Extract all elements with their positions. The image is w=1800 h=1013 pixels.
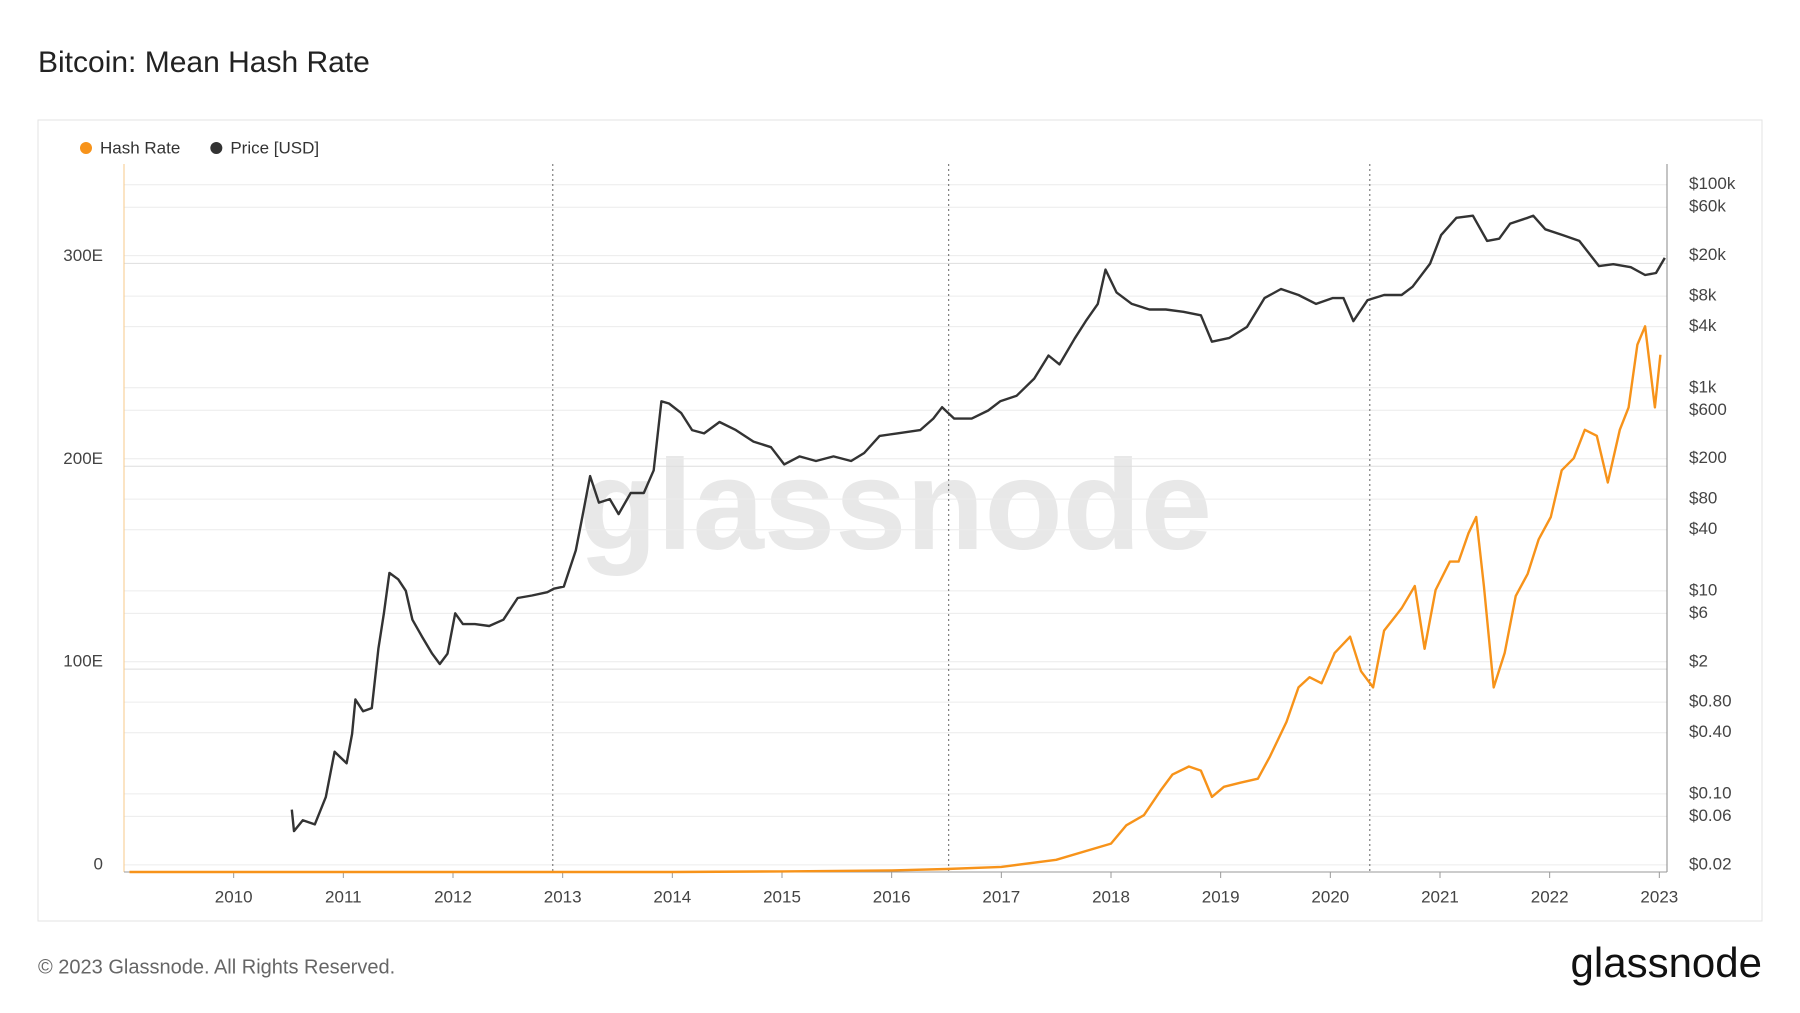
plot: glassnode $100k $60k $20k $8k $4k $1k $600 $200 $… <box>63 138 1736 906</box>
x-tick-label: 2023 <box>1640 887 1678 906</box>
copyright: © 2023 Glassnode. All Rights Reserved. <box>38 956 395 978</box>
x-tick-label: 2011 <box>325 887 362 906</box>
x-tick-label: 2013 <box>544 887 582 906</box>
y2-tick-label: $0.02 <box>1689 854 1732 873</box>
x-tick-label: 2020 <box>1311 887 1349 906</box>
y2-tick-label: $0.80 <box>1689 692 1732 711</box>
y2-tick-label: $2 <box>1689 651 1708 670</box>
watermark: glassnode <box>579 434 1212 577</box>
chart-frame <box>37 119 1763 922</box>
x-tick-label: 2012 <box>434 887 472 906</box>
legend-label: Price [USD] <box>230 138 319 157</box>
series-line <box>129 325 1662 874</box>
x-tick-label: 2014 <box>653 887 691 906</box>
legend-marker <box>210 142 223 154</box>
y2-tick-label: $40 <box>1689 519 1717 538</box>
y2-tick-label: $8k <box>1689 286 1717 305</box>
y2-tick-label: $100k <box>1689 174 1736 193</box>
y2-tick-label: $1k <box>1689 377 1717 396</box>
x-tick-label: 2016 <box>873 887 911 906</box>
x-tick-label: 2019 <box>1202 887 1240 906</box>
y2-tick-label: $0.40 <box>1689 722 1732 741</box>
chart-title: Bitcoin: Mean Hash Rate <box>38 46 370 79</box>
x-tick-label: 2018 <box>1092 887 1130 906</box>
x-tick-label: 2021 <box>1421 887 1459 906</box>
y2-tick-label: $10 <box>1689 580 1717 599</box>
y2-tick-label: $4k <box>1689 316 1717 335</box>
y2-tick-label: $600 <box>1689 400 1727 419</box>
y2-tick-label: $60k <box>1689 197 1726 216</box>
series-line <box>290 214 1666 833</box>
legend-marker <box>80 142 92 154</box>
legend-label: Hash Rate <box>100 138 180 157</box>
x-tick-label: 2022 <box>1531 887 1569 906</box>
y2-tick-label: $200 <box>1689 448 1727 467</box>
y2-tick-label: $80 <box>1689 489 1717 508</box>
y2-tick-label: $0.06 <box>1689 806 1732 825</box>
x-tick-label: 2015 <box>763 887 801 906</box>
brand-logo: glassnode <box>1571 939 1762 986</box>
y-tick-label: 300E <box>63 246 103 265</box>
y-tick-label: 200E <box>63 449 103 468</box>
y2-tick-label: $6 <box>1689 603 1708 622</box>
y-tick-label: 100E <box>63 652 103 671</box>
y2-tick-label: $20k <box>1689 245 1726 264</box>
y-tick-label: 0 <box>94 854 103 873</box>
x-tick-label: 2010 <box>215 887 253 906</box>
y2-tick-label: $0.10 <box>1689 783 1732 802</box>
x-tick-label: 2017 <box>982 887 1020 906</box>
